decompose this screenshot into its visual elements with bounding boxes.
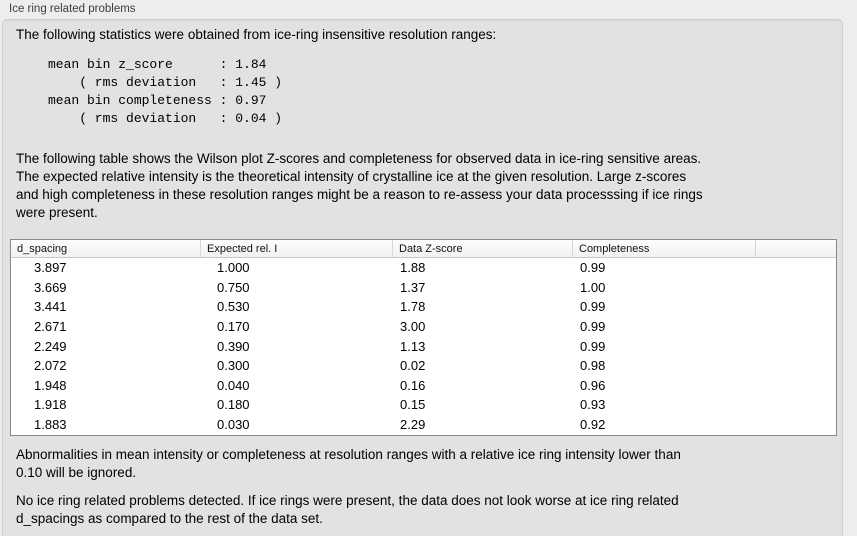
cell-expected-rel-i: 1.000	[217, 260, 250, 276]
conclusion-text: No ice ring related problems detected. I…	[16, 493, 679, 526]
table-row[interactable]: 3.669 0.750 1.37 1.00	[11, 277, 836, 298]
cell-expected-rel-i: 0.180	[217, 397, 250, 413]
column-header-completeness[interactable]: Completeness	[573, 240, 756, 257]
cell-d-spacing: 3.441	[34, 299, 67, 315]
cell-completeness: 0.96	[580, 377, 606, 393]
column-header-empty	[756, 240, 836, 257]
cell-d-spacing: 2.671	[34, 319, 67, 335]
cell-expected-rel-i: 0.040	[217, 377, 250, 393]
table-row[interactable]: 1.883 0.030 2.29 0.92	[11, 414, 836, 435]
table-row[interactable]: 2.671 0.170 3.00 0.99	[11, 316, 836, 337]
cell-expected-rel-i: 0.390	[217, 338, 250, 354]
cell-completeness: 0.93	[580, 397, 606, 413]
cell-data-z-score: 0.02	[400, 358, 426, 374]
column-header-data-z-score[interactable]: Data Z-score	[393, 240, 573, 257]
table-row[interactable]: 3.441 0.530 1.78 0.99	[11, 297, 836, 317]
cell-completeness: 0.99	[580, 338, 606, 354]
column-header-expected-rel-i[interactable]: Expected rel. I	[201, 240, 393, 257]
ignore-note: Abnormalities in mean intensity or compl…	[16, 447, 681, 480]
cell-d-spacing: 1.918	[34, 397, 67, 413]
cell-data-z-score: 0.15	[400, 397, 426, 413]
cell-completeness: 0.98	[580, 358, 606, 374]
cell-d-spacing: 2.072	[34, 358, 67, 374]
cell-expected-rel-i: 0.750	[217, 279, 250, 295]
cell-d-spacing: 3.669	[34, 279, 67, 295]
table-row[interactable]: 1.948 0.040 0.16 0.96	[11, 375, 836, 396]
cell-expected-rel-i: 0.530	[217, 299, 250, 315]
cell-d-spacing: 3.897	[34, 260, 67, 276]
table-row[interactable]: 1.918 0.180 0.15 0.93	[11, 395, 836, 415]
cell-expected-rel-i: 0.300	[217, 358, 250, 374]
table-header: d_spacing Expected rel. I Data Z-score C…	[11, 240, 836, 258]
cell-expected-rel-i: 0.170	[217, 319, 250, 335]
cell-completeness: 0.99	[580, 260, 606, 276]
cell-expected-rel-i: 0.030	[217, 417, 250, 433]
table-row[interactable]: 2.249 0.390 1.13 0.99	[11, 336, 836, 356]
intro-text: The following statistics were obtained f…	[16, 27, 497, 42]
cell-data-z-score: 3.00	[400, 319, 426, 335]
cell-data-z-score: 0.16	[400, 377, 426, 393]
table-description: The following table shows the Wilson plo…	[16, 151, 703, 220]
cell-completeness: 0.99	[580, 299, 606, 315]
cell-data-z-score: 2.29	[400, 417, 426, 433]
cell-d-spacing: 2.249	[34, 338, 67, 354]
cell-d-spacing: 1.883	[34, 417, 67, 433]
table-row[interactable]: 2.072 0.300 0.02 0.98	[11, 355, 836, 376]
stats-block: mean bin z_score : 1.84 ( rms deviation …	[48, 57, 283, 126]
cell-data-z-score: 1.78	[400, 299, 426, 315]
cell-completeness: 1.00	[580, 279, 606, 295]
cell-completeness: 0.92	[580, 417, 606, 433]
cell-completeness: 0.99	[580, 319, 606, 335]
cell-data-z-score: 1.37	[400, 279, 426, 295]
group-box-title: Ice ring related problems	[9, 3, 136, 15]
cell-data-z-score: 1.88	[400, 260, 426, 276]
cell-d-spacing: 1.948	[34, 377, 67, 393]
table-row[interactable]: 3.897 1.000 1.88 0.99	[11, 258, 836, 278]
results-table: d_spacing Expected rel. I Data Z-score C…	[10, 239, 837, 436]
column-header-d-spacing[interactable]: d_spacing	[11, 240, 201, 257]
cell-data-z-score: 1.13	[400, 338, 426, 354]
